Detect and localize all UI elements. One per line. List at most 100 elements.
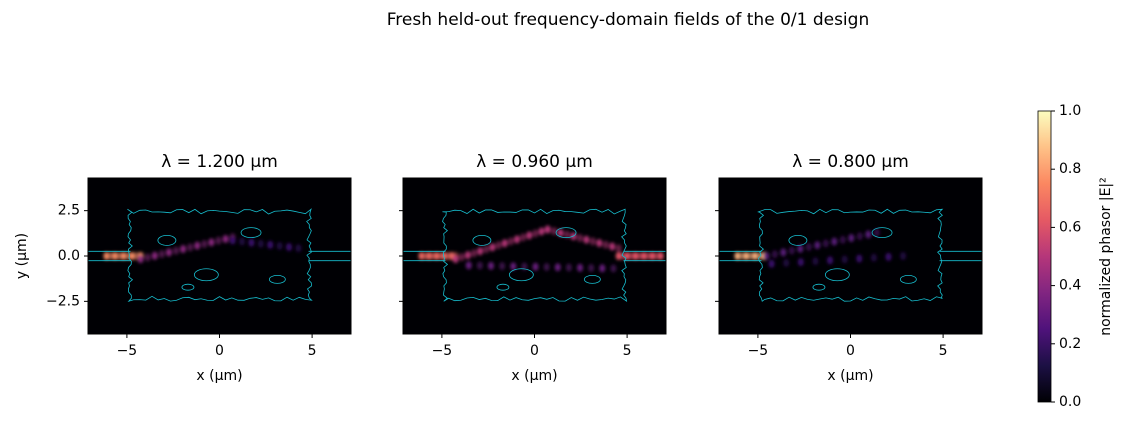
colorbar bbox=[1037, 110, 1052, 403]
field-spot bbox=[107, 252, 114, 260]
x-tick-label: −5 bbox=[117, 343, 138, 359]
x-tick-label: −5 bbox=[748, 343, 769, 359]
field-spot bbox=[609, 242, 616, 251]
field-spot bbox=[489, 243, 496, 252]
x-tick-label: 5 bbox=[939, 343, 948, 359]
field-spot bbox=[495, 241, 502, 250]
field-spot bbox=[532, 262, 539, 271]
field-spot bbox=[452, 255, 459, 264]
field-spot bbox=[734, 252, 741, 260]
field-spot bbox=[873, 228, 880, 237]
field-spot bbox=[151, 251, 158, 260]
field-spot bbox=[583, 235, 590, 244]
field-spot bbox=[165, 248, 172, 257]
design-contour bbox=[555, 227, 577, 239]
field-spot bbox=[158, 250, 165, 259]
field-spot bbox=[215, 236, 222, 245]
field-spot bbox=[180, 245, 187, 254]
field-spot bbox=[827, 256, 834, 265]
field-spot bbox=[657, 252, 664, 260]
field-spot bbox=[510, 262, 517, 271]
field-spot bbox=[856, 254, 863, 263]
field-spot bbox=[267, 240, 274, 249]
field-spot bbox=[295, 244, 302, 253]
design-contour bbox=[824, 268, 850, 282]
field-spot bbox=[276, 241, 283, 250]
heatmap bbox=[719, 178, 982, 334]
heatmap bbox=[88, 178, 351, 334]
field-spot bbox=[501, 239, 508, 248]
field-spot bbox=[839, 235, 846, 244]
field-spot bbox=[465, 261, 472, 270]
design-contour bbox=[788, 234, 808, 246]
field-spot bbox=[477, 247, 484, 256]
panel-title: λ = 0.800 μm bbox=[792, 152, 909, 172]
field-spot bbox=[640, 252, 647, 260]
field-spot bbox=[458, 253, 465, 262]
field-spot bbox=[187, 243, 194, 252]
design-contour bbox=[812, 283, 826, 291]
field-spot bbox=[464, 251, 471, 260]
field-spot bbox=[476, 261, 483, 270]
field-spot bbox=[615, 252, 622, 260]
field-spot bbox=[520, 233, 527, 242]
field-spot bbox=[543, 263, 550, 272]
field-spot bbox=[900, 252, 907, 260]
field-spot bbox=[239, 237, 246, 246]
y-tick-label: −2.5 bbox=[46, 293, 80, 309]
colorbar-tick-label: 0.2 bbox=[1059, 336, 1081, 352]
field-spot bbox=[576, 233, 583, 242]
field-spot bbox=[645, 252, 652, 260]
field-spot bbox=[120, 252, 127, 260]
x-tick-label: 5 bbox=[623, 343, 632, 359]
field-spot bbox=[738, 252, 745, 260]
field-spot bbox=[610, 264, 617, 273]
field-spot bbox=[812, 257, 819, 266]
design-contour bbox=[472, 234, 492, 246]
design-contour bbox=[757, 208, 944, 302]
x-axis-label: x (μm) bbox=[827, 368, 873, 384]
field-spot bbox=[588, 264, 595, 272]
panel-title: λ = 0.960 μm bbox=[476, 152, 593, 172]
field-spot bbox=[747, 252, 754, 260]
field-spot bbox=[565, 263, 572, 272]
colorbar-tick-label: 0.4 bbox=[1059, 278, 1081, 294]
design-contour bbox=[871, 227, 893, 239]
field-spot bbox=[885, 252, 892, 261]
x-tick-label: 0 bbox=[846, 343, 855, 359]
field-spot bbox=[856, 232, 863, 241]
field-spot bbox=[286, 243, 293, 252]
x-axis-label: x (μm) bbox=[196, 368, 242, 384]
field-spot bbox=[771, 250, 778, 259]
figure-title: Fresh held-out frequency-domain fields o… bbox=[387, 10, 869, 30]
field-spot bbox=[848, 234, 855, 242]
heatmap bbox=[403, 178, 666, 334]
field-spot bbox=[137, 255, 144, 264]
field-spot bbox=[116, 252, 123, 260]
x-tick-label: 0 bbox=[530, 343, 539, 359]
field-spot bbox=[488, 261, 495, 270]
field-spot bbox=[797, 244, 804, 253]
design-contour bbox=[157, 234, 177, 246]
y-axis-label: y (μm) bbox=[14, 233, 30, 279]
field-spot bbox=[577, 263, 584, 272]
field-spot bbox=[194, 241, 201, 250]
design-contour bbox=[442, 208, 628, 303]
field-spot bbox=[538, 227, 545, 236]
field-spot bbox=[222, 234, 229, 243]
colorbar-tick-label: 0.8 bbox=[1059, 161, 1081, 177]
field-spot bbox=[751, 252, 758, 260]
field-spot bbox=[783, 258, 790, 267]
field-spot bbox=[865, 230, 872, 239]
field-glow bbox=[734, 228, 907, 268]
field-spot bbox=[229, 236, 236, 245]
field-spot bbox=[554, 263, 561, 272]
field-spot bbox=[602, 240, 609, 249]
y-tick-label: 2.5 bbox=[58, 203, 80, 219]
field-spot bbox=[763, 252, 770, 260]
field-spot bbox=[144, 253, 151, 262]
field-spot bbox=[788, 246, 795, 255]
field-spot bbox=[483, 245, 490, 254]
field-spot bbox=[615, 244, 622, 253]
